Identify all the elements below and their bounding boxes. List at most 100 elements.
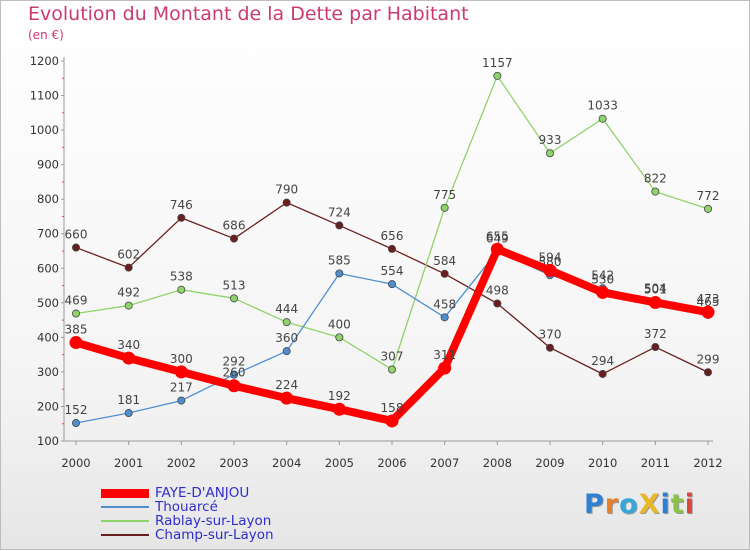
data-label-faye-d-anjou: 300 — [170, 352, 193, 366]
data-point-rablay-sur-layon — [440, 203, 449, 212]
logo-letter: P — [584, 489, 605, 520]
data-label-rablay-sur-layon: 1157 — [482, 56, 513, 70]
data-label-rablay-sur-layon: 822 — [644, 172, 667, 186]
data-point-champ-sur-layon — [440, 269, 449, 278]
data-label-champ-sur-layon: 790 — [275, 183, 298, 197]
data-label-faye-d-anjou: 340 — [117, 338, 140, 352]
data-point-champ-sur-layon — [387, 244, 396, 253]
data-point-champ-sur-layon — [651, 343, 660, 352]
x-tick-label: 2011 — [641, 456, 670, 470]
data-point-champ-sur-layon — [229, 234, 238, 243]
data-label-champ-sur-layon: 746 — [170, 198, 193, 212]
chart-title: Evolution du Montant de la Dette par Hab… — [28, 3, 469, 25]
data-point-thouarc- — [124, 409, 133, 418]
data-point-champ-sur-layon — [335, 221, 344, 230]
data-label-thouarc-: 465 — [697, 295, 720, 309]
data-label-faye-d-anjou: 385 — [65, 323, 88, 337]
y-tick-label: 1200 — [30, 54, 59, 68]
y-tick-label: 500 — [37, 296, 59, 310]
data-point-rablay-sur-layon — [282, 318, 291, 327]
data-point-faye-d-anjou — [280, 391, 294, 405]
data-label-champ-sur-layon: 584 — [433, 254, 456, 268]
data-label-champ-sur-layon: 498 — [486, 284, 509, 298]
data-label-champ-sur-layon: 372 — [644, 327, 667, 341]
x-tick-label: 2007 — [430, 456, 459, 470]
data-label-rablay-sur-layon: 492 — [117, 286, 140, 300]
data-point-rablay-sur-layon — [72, 309, 81, 318]
series-line-rablay-sur-layon — [75, 75, 709, 371]
data-label-rablay-sur-layon: 400 — [328, 317, 351, 331]
y-tick-label: 300 — [37, 365, 59, 379]
data-point-champ-sur-layon — [546, 343, 555, 352]
logo-letter: o — [619, 489, 639, 520]
data-label-thouarc-: 152 — [65, 403, 88, 417]
legend-label-thouarc-: Thouarcé — [155, 499, 218, 515]
data-label-thouarc-: 554 — [381, 264, 404, 278]
data-point-faye-d-anjou — [648, 295, 662, 309]
x-tick-label: 2005 — [325, 456, 354, 470]
data-point-rablay-sur-layon — [335, 333, 344, 342]
data-label-faye-d-anjou: 260 — [223, 366, 246, 380]
data-point-rablay-sur-layon — [229, 294, 238, 303]
data-label-rablay-sur-layon: 444 — [275, 302, 298, 316]
data-point-thouarc- — [177, 396, 186, 405]
data-label-rablay-sur-layon: 772 — [697, 189, 720, 203]
logo-letter: i — [684, 489, 695, 520]
logo-letter: i — [660, 489, 671, 520]
data-label-thouarc-: 458 — [433, 297, 456, 311]
data-label-champ-sur-layon: 660 — [65, 228, 88, 242]
x-tick-label: 2006 — [377, 456, 406, 470]
legend-swatch-thouarc- — [101, 506, 149, 508]
data-label-rablay-sur-layon: 538 — [170, 270, 193, 284]
proxiti-logo: ProXiti — [584, 489, 695, 520]
data-label-faye-d-anjou: 655 — [486, 229, 509, 243]
data-label-faye-d-anjou: 311 — [433, 348, 456, 362]
legend-item-faye-d-anjou: FAYE-D'ANJOU — [101, 486, 274, 500]
legend-item-champ-sur-layon: Champ-sur-Layon — [101, 528, 274, 542]
data-point-rablay-sur-layon — [177, 285, 186, 294]
data-point-faye-d-anjou — [227, 379, 241, 393]
data-label-champ-sur-layon: 370 — [539, 328, 562, 342]
data-point-faye-d-anjou — [701, 305, 715, 319]
data-label-faye-d-anjou: 594 — [539, 250, 562, 264]
x-tick-label: 2004 — [272, 456, 301, 470]
legend-label-champ-sur-layon: Champ-sur-Layon — [155, 527, 274, 543]
data-point-champ-sur-layon — [124, 263, 133, 272]
data-point-faye-d-anjou — [438, 361, 452, 375]
data-label-thouarc-: 181 — [117, 393, 140, 407]
x-tick-label: 2009 — [535, 456, 564, 470]
data-label-faye-d-anjou: 530 — [591, 272, 614, 286]
y-tick-label: 400 — [37, 330, 59, 344]
data-label-champ-sur-layon: 686 — [223, 219, 246, 233]
data-point-thouarc- — [72, 419, 81, 428]
data-label-champ-sur-layon: 656 — [381, 229, 404, 243]
legend-label-faye-d-anjou: FAYE-D'ANJOU — [155, 485, 250, 501]
data-point-champ-sur-layon — [598, 369, 607, 378]
data-point-thouarc- — [440, 313, 449, 322]
y-tick-label: 600 — [37, 261, 59, 275]
data-label-faye-d-anjou: 473 — [697, 292, 720, 306]
data-label-rablay-sur-layon: 307 — [381, 349, 404, 363]
x-tick-label: 2003 — [219, 456, 248, 470]
chart-legend: FAYE-D'ANJOU Thouarcé Rablay-sur-Layon Cham… — [101, 486, 274, 542]
data-label-faye-d-anjou: 192 — [328, 389, 351, 403]
data-label-rablay-sur-layon: 513 — [223, 278, 246, 292]
legend-swatch-champ-sur-layon — [101, 534, 149, 536]
data-point-rablay-sur-layon — [124, 301, 133, 310]
data-point-faye-d-anjou — [596, 285, 610, 299]
data-point-rablay-sur-layon — [493, 71, 502, 80]
data-label-champ-sur-layon: 294 — [591, 354, 614, 368]
legend-label-rablay-sur-layon: Rablay-sur-Layon — [155, 513, 272, 529]
legend-item-thouarc-: Thouarcé — [101, 500, 274, 514]
data-label-faye-d-anjou: 501 — [644, 282, 667, 296]
data-label-thouarc-: 649 — [486, 231, 509, 245]
data-label-rablay-sur-layon: 775 — [433, 188, 456, 202]
data-point-rablay-sur-layon — [704, 204, 713, 213]
data-point-faye-d-anjou — [490, 242, 504, 256]
data-point-champ-sur-layon — [72, 243, 81, 252]
data-point-champ-sur-layon — [704, 368, 713, 377]
data-label-thouarc-: 217 — [170, 381, 193, 395]
data-point-faye-d-anjou — [122, 351, 136, 365]
data-label-faye-d-anjou: 224 — [275, 378, 298, 392]
